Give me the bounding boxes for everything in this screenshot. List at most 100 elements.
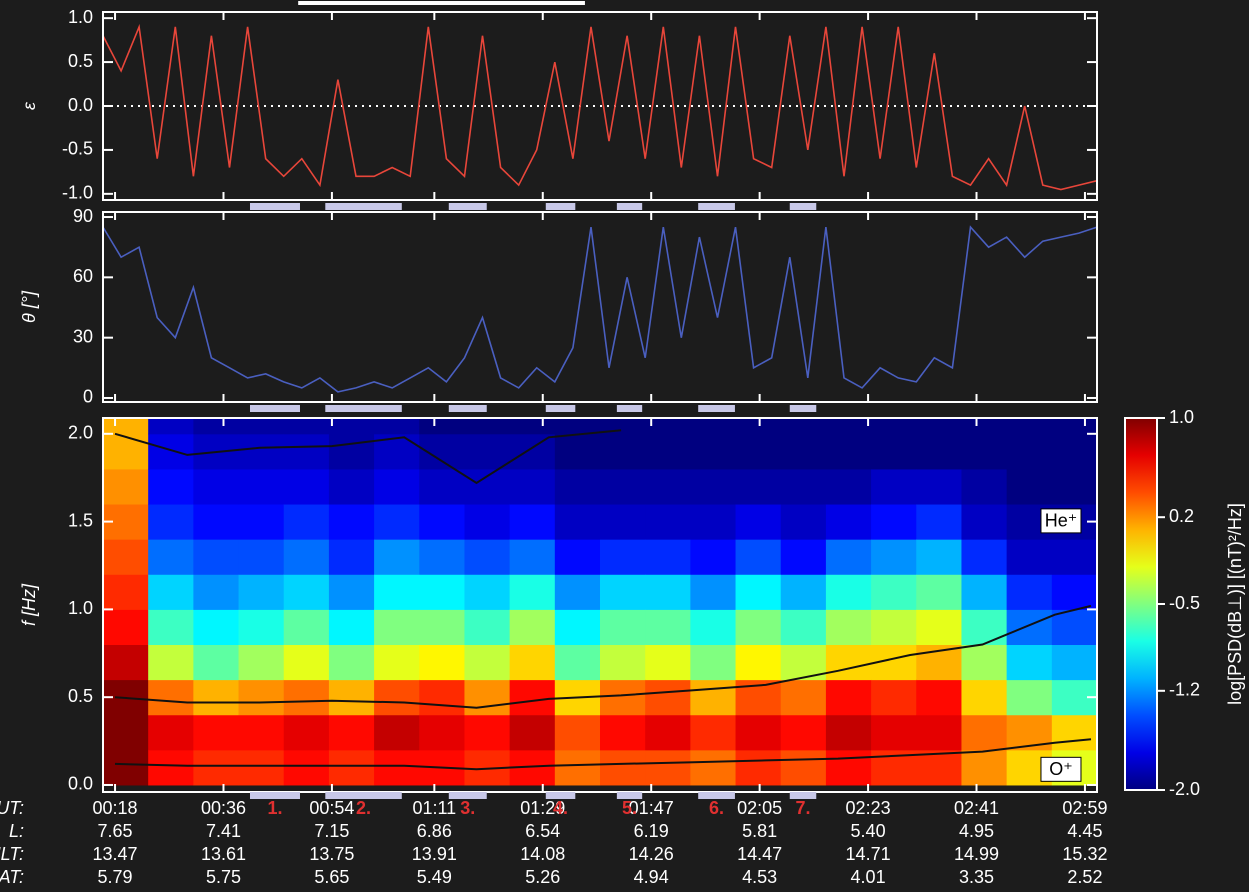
colorbar: [1124, 417, 1158, 791]
psd-cell: [645, 749, 691, 786]
table-cell: 13.61: [201, 844, 246, 864]
psd-cell: [825, 679, 872, 716]
psd-cell: [871, 418, 917, 435]
psd-cell: [554, 433, 601, 470]
psd-cell: [419, 574, 465, 610]
psd-cell: [509, 433, 556, 470]
psd-cell: [780, 504, 827, 540]
event-label: 2.: [356, 798, 371, 818]
y-tick-label: -0.5: [62, 139, 93, 159]
event-bar: [698, 203, 735, 210]
psd-cell: [103, 433, 149, 470]
psd-cell: [193, 504, 240, 540]
psd-cell: [283, 609, 330, 646]
psd-cell: [419, 679, 465, 716]
psd-cell: [238, 749, 285, 786]
psd-cell: [328, 714, 375, 751]
psd-cell: [419, 418, 465, 435]
psd-cell: [600, 418, 646, 435]
psd-cell: [916, 679, 962, 716]
gyrofrequency-line: [114, 429, 622, 485]
psd-cell: [825, 749, 872, 786]
psd-cell: [283, 644, 330, 681]
psd-cell: [825, 574, 872, 610]
psd-cell: [238, 539, 285, 575]
psd-cell: [645, 609, 691, 646]
psd-cell: [871, 679, 917, 716]
psd-cell: [1051, 468, 1097, 505]
y-tick-label: 1.0: [68, 7, 93, 27]
y-tick-label: 0.0: [68, 774, 93, 794]
data-line: [102, 23, 1098, 191]
table-cell: 14.71: [846, 844, 891, 864]
table-cell: 14.08: [520, 844, 565, 864]
psd-cell: [961, 468, 1008, 505]
psd-cell: [238, 574, 285, 610]
psd-cell: [283, 504, 330, 540]
psd-cell: [871, 468, 917, 505]
table-cell: 14.99: [954, 844, 999, 864]
colorbar-label: log[PSD(dB⊥)] [(nT)²/Hz]: [1225, 503, 1245, 705]
gyrofrequency-line: [114, 738, 1092, 771]
psd-cell: [328, 644, 375, 681]
table-cell: 4.45: [1067, 821, 1102, 841]
psd-cell: [419, 504, 465, 540]
psd-cell: [554, 418, 601, 435]
psd-cell: [148, 609, 194, 646]
psd-cell: [419, 714, 465, 751]
psd-cell: [193, 679, 240, 716]
psd-cell: [419, 539, 465, 575]
psd-cell: [871, 504, 917, 540]
table-cell: 7.65: [98, 821, 133, 841]
psd-cell: [419, 609, 465, 646]
event-bar: [545, 792, 576, 799]
psd-cell: [509, 539, 556, 575]
psd-cell: [464, 418, 511, 435]
event-label: 1.: [267, 798, 282, 818]
psd-cell: [780, 749, 827, 786]
psd-cell: [554, 574, 601, 610]
psd-cell: [871, 574, 917, 610]
event-bar: [789, 792, 817, 799]
psd-cell: [148, 504, 194, 540]
psd-cell: [780, 574, 827, 610]
psd-cell: [374, 468, 420, 505]
psd-cell: [645, 504, 691, 540]
event-bar: [616, 405, 643, 412]
psd-cell: [825, 468, 872, 505]
psd-cell: [780, 418, 827, 435]
event-label: 6.: [709, 798, 724, 818]
table-cell: 7.41: [206, 821, 241, 841]
psd-cell: [690, 433, 737, 470]
event-bar: [325, 792, 402, 799]
psd-cell: [509, 574, 556, 610]
table-cell: 3.35: [959, 867, 994, 887]
psd-cell: [825, 433, 872, 470]
y-axis-label: f [Hz]: [19, 583, 39, 626]
table-cell: 13.47: [93, 844, 138, 864]
psd-cell: [509, 609, 556, 646]
psd-cell: [464, 714, 511, 751]
psd-cell: [1006, 609, 1053, 646]
psd-cell: [374, 749, 420, 786]
event-bar: [616, 203, 643, 210]
psd-cell: [1006, 574, 1053, 610]
psd-cell: [916, 714, 962, 751]
y-axis-label: ε: [19, 101, 39, 110]
psd-cell: [735, 644, 782, 681]
psd-cell: [103, 749, 149, 786]
event-bar: [249, 405, 300, 412]
event-label: 7.: [796, 798, 811, 818]
row-label: MLAT:: [0, 867, 24, 887]
psd-cell: [645, 433, 691, 470]
psd-cell: [238, 679, 285, 716]
event-bar: [325, 203, 402, 210]
table-cell: 4.53: [742, 867, 777, 887]
psd-cell: [283, 433, 330, 470]
psd-cell: [690, 749, 737, 786]
psd-cell: [871, 714, 917, 751]
y-tick-label: 1.5: [68, 510, 93, 530]
table-cell: 6.86: [417, 821, 452, 841]
event-bar: [698, 792, 735, 799]
psd-cell: [1006, 418, 1053, 435]
